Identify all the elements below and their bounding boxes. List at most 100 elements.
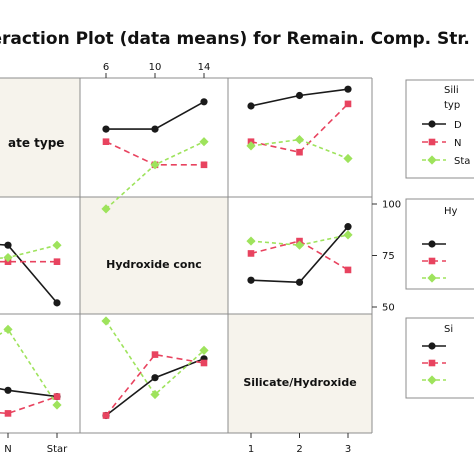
panel-6-series-2-point-2: [151, 351, 159, 358]
panel-2-series-3-point-1: [246, 141, 256, 151]
panel-6-series-3-line: [105, 320, 205, 396]
legend-1-entry-3-marker: [427, 155, 437, 165]
panel-2-series: [246, 85, 353, 164]
panel-5-series-1-point-2: [4, 386, 12, 394]
top-tick-label-14: 14: [198, 62, 211, 73]
panel-3-series-3-point-2: [3, 252, 13, 263]
panel-r1-c2: [80, 78, 228, 197]
panel-3-series: [0, 240, 62, 307]
legend-3-entry-1-marker: [428, 342, 436, 350]
panel-6-series-3-point-1: [101, 316, 111, 326]
panel-4-series-3-point-1: [246, 236, 256, 246]
diagonal-panel-3: [228, 314, 372, 433]
panel-1-series-1-point-3: [200, 98, 208, 106]
panel-6-series-3-point-2: [150, 389, 160, 400]
legend-2-title: Hy: [444, 206, 458, 217]
legend-3-entry-3-marker: [427, 375, 437, 385]
legend-3: Si: [405, 317, 474, 399]
panel-2-series-3-line: [250, 138, 349, 160]
legend-2: Hy: [405, 198, 474, 290]
legend-1-subtitle: typ: [444, 100, 460, 111]
panel-4-series: [246, 223, 353, 286]
top-tick-label-6: 6: [103, 62, 109, 73]
panel-5-series-3-point-2: [3, 324, 13, 334]
panel-2-series-1-point-3: [344, 85, 352, 93]
chart-title: eraction Plot (data means) for Remain. C…: [0, 29, 474, 49]
panel-4-series-1-point-2: [295, 278, 304, 286]
panel-6-series-2-point-3: [200, 359, 208, 367]
top-tick-label-10: 10: [149, 62, 162, 73]
panel-1-series: [101, 98, 209, 214]
bottom-tick-label-Star: Star: [47, 444, 68, 455]
diagonal-panel-2: [80, 197, 228, 314]
legend-1-entry-1-marker: [428, 120, 436, 128]
panel-2-series-2-line: [250, 103, 349, 154]
bottom-tick-label-2: 2: [296, 444, 302, 455]
panel-5-series-2-point-3: [53, 393, 61, 400]
legend-1-entry-2-label: N: [454, 138, 461, 149]
panel-1-series-2-point-1: [102, 138, 110, 145]
legend-1-entry-3-label: Sta: [454, 156, 470, 167]
right-tick-label-75: 75: [382, 251, 395, 262]
bottom-tick-label-N: N: [4, 444, 11, 455]
legend-layer: Sili typ DN Sta Hy Si: [405, 79, 474, 399]
factor-label-silicate: ate type: [8, 136, 64, 150]
panel-3-series-1-point-2: [4, 241, 12, 249]
panel-2-series-1-point-1: [247, 102, 255, 110]
legend-2-entry-3-marker: [427, 273, 437, 283]
bottom-tick-label-3: 3: [345, 444, 351, 455]
panel-2-series-3-point-2: [294, 135, 305, 145]
legend-1: Sili typ DN Sta: [405, 79, 474, 179]
panel-2-series-1-point-2: [295, 91, 304, 100]
legend-3-title: Si: [444, 324, 453, 335]
panel-4-series-3-point-2: [294, 240, 305, 250]
panel-6-series-2-point-1: [102, 412, 110, 419]
right-tick-label-100: 100: [382, 200, 401, 211]
legend-3-box: [405, 317, 474, 399]
panel-3-series-3-point-3: [52, 240, 62, 250]
panel-6-series-3-point-3: [199, 345, 209, 355]
panel-1-series-3-point-2: [150, 160, 160, 170]
legend-1-entry-1-label: D: [454, 120, 462, 131]
panel-4-series-2-point-3: [344, 266, 352, 274]
panel-6-series-1-point-2: [151, 374, 159, 382]
panel-1-series-1-point-2: [151, 125, 159, 133]
panel-r3-c1: [0, 314, 80, 433]
panel-2-series-3-point-3: [343, 153, 353, 164]
panel-3-series-1-point-3: [53, 299, 61, 307]
panel-5-series-3-point-3: [52, 400, 62, 410]
panel-4-series-1-point-3: [344, 223, 352, 231]
factor-label-ratio: Silicate/Hydroxide: [243, 376, 356, 389]
panel-2-series-2-point-3: [344, 100, 352, 108]
bottom-tick-label-1: 1: [248, 444, 254, 455]
right-tick-label-50: 50: [382, 303, 395, 314]
panel-r2-c1: [0, 197, 80, 314]
series-layer: [0, 85, 353, 420]
panel-r3-c2: [80, 314, 228, 433]
panel-5-series-2-line: [0, 395, 58, 415]
legend-2-entry-1-marker: [428, 240, 436, 248]
panel-6-series-2-line: [105, 353, 205, 417]
panel-1-series-3-point-3: [199, 137, 209, 147]
panel-5-series-3-line: [0, 328, 58, 406]
factor-label-hydroxide: Hydroxide conc: [106, 258, 202, 271]
panel-1-series-1-point-1: [102, 125, 110, 133]
panel-2-series-2-point-2: [296, 148, 303, 156]
panel-1-series-3-point-1: [101, 204, 111, 214]
panel-4-series-2-point-1: [247, 250, 255, 257]
bottom-axis-ticks: N Star 1 2 3: [4, 433, 351, 455]
panel-5-series-2-point-2: [4, 410, 12, 417]
panel-1-series-2-point-3: [200, 161, 208, 169]
panel-5-series: [0, 324, 62, 417]
legend-1-title: Sili: [444, 85, 459, 96]
diagonal-panel-1: [0, 78, 80, 197]
legend-1-box: [405, 79, 474, 179]
legend-2-entry-2-marker: [428, 257, 436, 265]
panel-4-series-3-line: [250, 234, 349, 247]
panel-4-series-3-point-3: [343, 230, 353, 240]
top-axis-ticks: 6 10 14: [103, 62, 211, 78]
legend-3-entry-2-marker: [428, 359, 436, 367]
panel-3-series-2-point-3: [53, 258, 61, 265]
legend-1-entry-2-marker: [428, 138, 436, 146]
